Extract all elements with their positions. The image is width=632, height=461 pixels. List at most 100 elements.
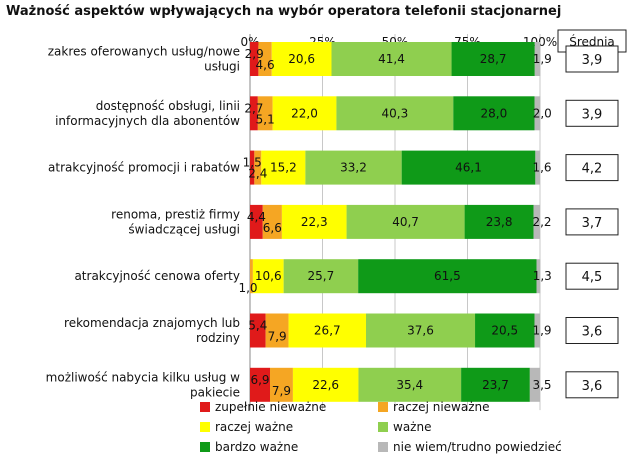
mean-value: 3,9 xyxy=(582,53,603,68)
data-label: 7,9 xyxy=(268,330,287,344)
bar-segment xyxy=(261,150,306,185)
mean-value: 4,5 xyxy=(582,270,603,285)
bar-segment xyxy=(272,96,337,131)
mean-box xyxy=(565,99,619,127)
category-label: rekomendacja znajomych lub xyxy=(64,316,240,330)
data-label: 1,0 xyxy=(238,281,257,295)
mean-value: 3,6 xyxy=(582,325,603,340)
bar-segment xyxy=(529,367,540,402)
bar-segment xyxy=(270,367,293,402)
legend-label: raczej nieważne xyxy=(393,400,490,414)
bar-segment xyxy=(336,96,454,131)
bar-segment xyxy=(533,204,540,239)
bar-segment xyxy=(250,96,258,131)
mean-box xyxy=(565,262,619,290)
data-label: 4,4 xyxy=(247,210,266,224)
category-label: rodziny xyxy=(196,331,240,345)
bar-segment xyxy=(358,259,537,294)
data-label: 6,6 xyxy=(263,221,282,235)
mean-header: Średnia xyxy=(569,34,615,49)
bar-segments xyxy=(250,42,541,402)
data-label: 40,7 xyxy=(392,215,419,229)
data-label: 23,8 xyxy=(486,215,513,229)
data-label: 41,4 xyxy=(378,52,405,66)
mean-value: 4,2 xyxy=(582,162,603,177)
category-label: dostępność obsługi, linii xyxy=(96,99,240,113)
bar-segment xyxy=(258,42,272,76)
bar-segment xyxy=(292,367,359,402)
data-label: 40,3 xyxy=(381,106,408,120)
legend-swatch xyxy=(200,422,210,432)
data-label: 20,6 xyxy=(288,52,315,66)
data-label: 5,4 xyxy=(248,319,267,333)
mean-box xyxy=(565,371,619,399)
bar-segment xyxy=(250,259,253,294)
data-label: 37,6 xyxy=(407,324,434,338)
data-label: 22,3 xyxy=(301,215,328,229)
data-label: 28,7 xyxy=(480,52,507,66)
data-label: 1,5 xyxy=(243,156,262,170)
data-label: 2,7 xyxy=(244,101,263,115)
category-label: atrakcyjność promocji i rabatów xyxy=(48,161,240,175)
bar-segment xyxy=(305,150,402,185)
data-label: 5,1 xyxy=(256,112,275,126)
legend: zupełnie nieważne raczej nieważne raczej w… xyxy=(200,400,562,454)
legend-label: nie wiem/trudno powiedzieć xyxy=(393,440,562,454)
bar-segment xyxy=(262,204,282,239)
data-label: 28,0 xyxy=(481,106,508,120)
data-label: 33,2 xyxy=(340,161,367,175)
bar-segment xyxy=(281,204,347,239)
legend-label: raczej ważne xyxy=(215,420,293,434)
bar-segment xyxy=(461,367,530,402)
bar-segment xyxy=(288,313,366,348)
bar-segment xyxy=(271,42,332,76)
bar-segment xyxy=(534,313,540,348)
data-label: 2,2 xyxy=(532,215,551,229)
bar-segment xyxy=(252,259,284,294)
legend-swatch xyxy=(378,402,388,412)
bar-segment xyxy=(366,313,476,348)
bar-segment xyxy=(475,313,535,348)
data-label: 1,9 xyxy=(533,52,552,66)
bar-segment xyxy=(250,367,271,402)
bar-segment xyxy=(257,96,273,131)
category-label: atrakcyjność cenowa oferty xyxy=(74,269,240,283)
bar-segment xyxy=(534,96,541,131)
data-label: 35,4 xyxy=(396,378,423,392)
bar-segment xyxy=(453,96,535,131)
mean-box xyxy=(565,154,619,182)
data-label: 6,9 xyxy=(250,373,269,387)
data-labels: 2,94,6 20,6 41,4 28,7 1,9 2,75,1 22,0 40,3 28,0 2… xyxy=(238,47,551,398)
data-label: 22,0 xyxy=(291,106,318,120)
legend-swatch xyxy=(200,442,210,452)
data-label: 2,0 xyxy=(533,106,552,120)
data-label: 1,3 xyxy=(533,269,552,283)
data-label: 23,7 xyxy=(482,378,509,392)
data-label: 2,4 xyxy=(248,167,267,181)
category-label: usługi xyxy=(204,60,240,74)
data-label: 1,6 xyxy=(532,161,551,175)
bar-segment xyxy=(401,150,536,185)
bar-segment xyxy=(250,313,266,348)
chart-title: Ważność aspektów wpływających na wybór o… xyxy=(6,4,561,19)
legend-label: zupełnie nieważne xyxy=(215,400,326,414)
data-label: 25,7 xyxy=(308,269,335,283)
mean-box xyxy=(565,45,619,73)
data-label: 26,7 xyxy=(314,324,341,338)
data-label: 10,6 xyxy=(255,269,282,283)
bar-segment xyxy=(331,42,452,76)
data-label: 4,6 xyxy=(256,58,275,72)
legend-label: bardzo ważne xyxy=(215,440,298,454)
bar-segment xyxy=(250,150,255,185)
category-label: informacyjnych dla abonentów xyxy=(55,114,240,128)
bar-segment xyxy=(536,259,541,294)
legend-swatch xyxy=(378,422,388,432)
data-label: 2,9 xyxy=(245,47,264,61)
mean-box xyxy=(565,317,619,344)
bar-segment xyxy=(265,313,289,348)
bar-segment xyxy=(346,204,465,239)
category-label: świadczącej usługi xyxy=(128,222,240,236)
data-label: 46,1 xyxy=(455,161,482,175)
data-label: 7,9 xyxy=(272,384,291,398)
